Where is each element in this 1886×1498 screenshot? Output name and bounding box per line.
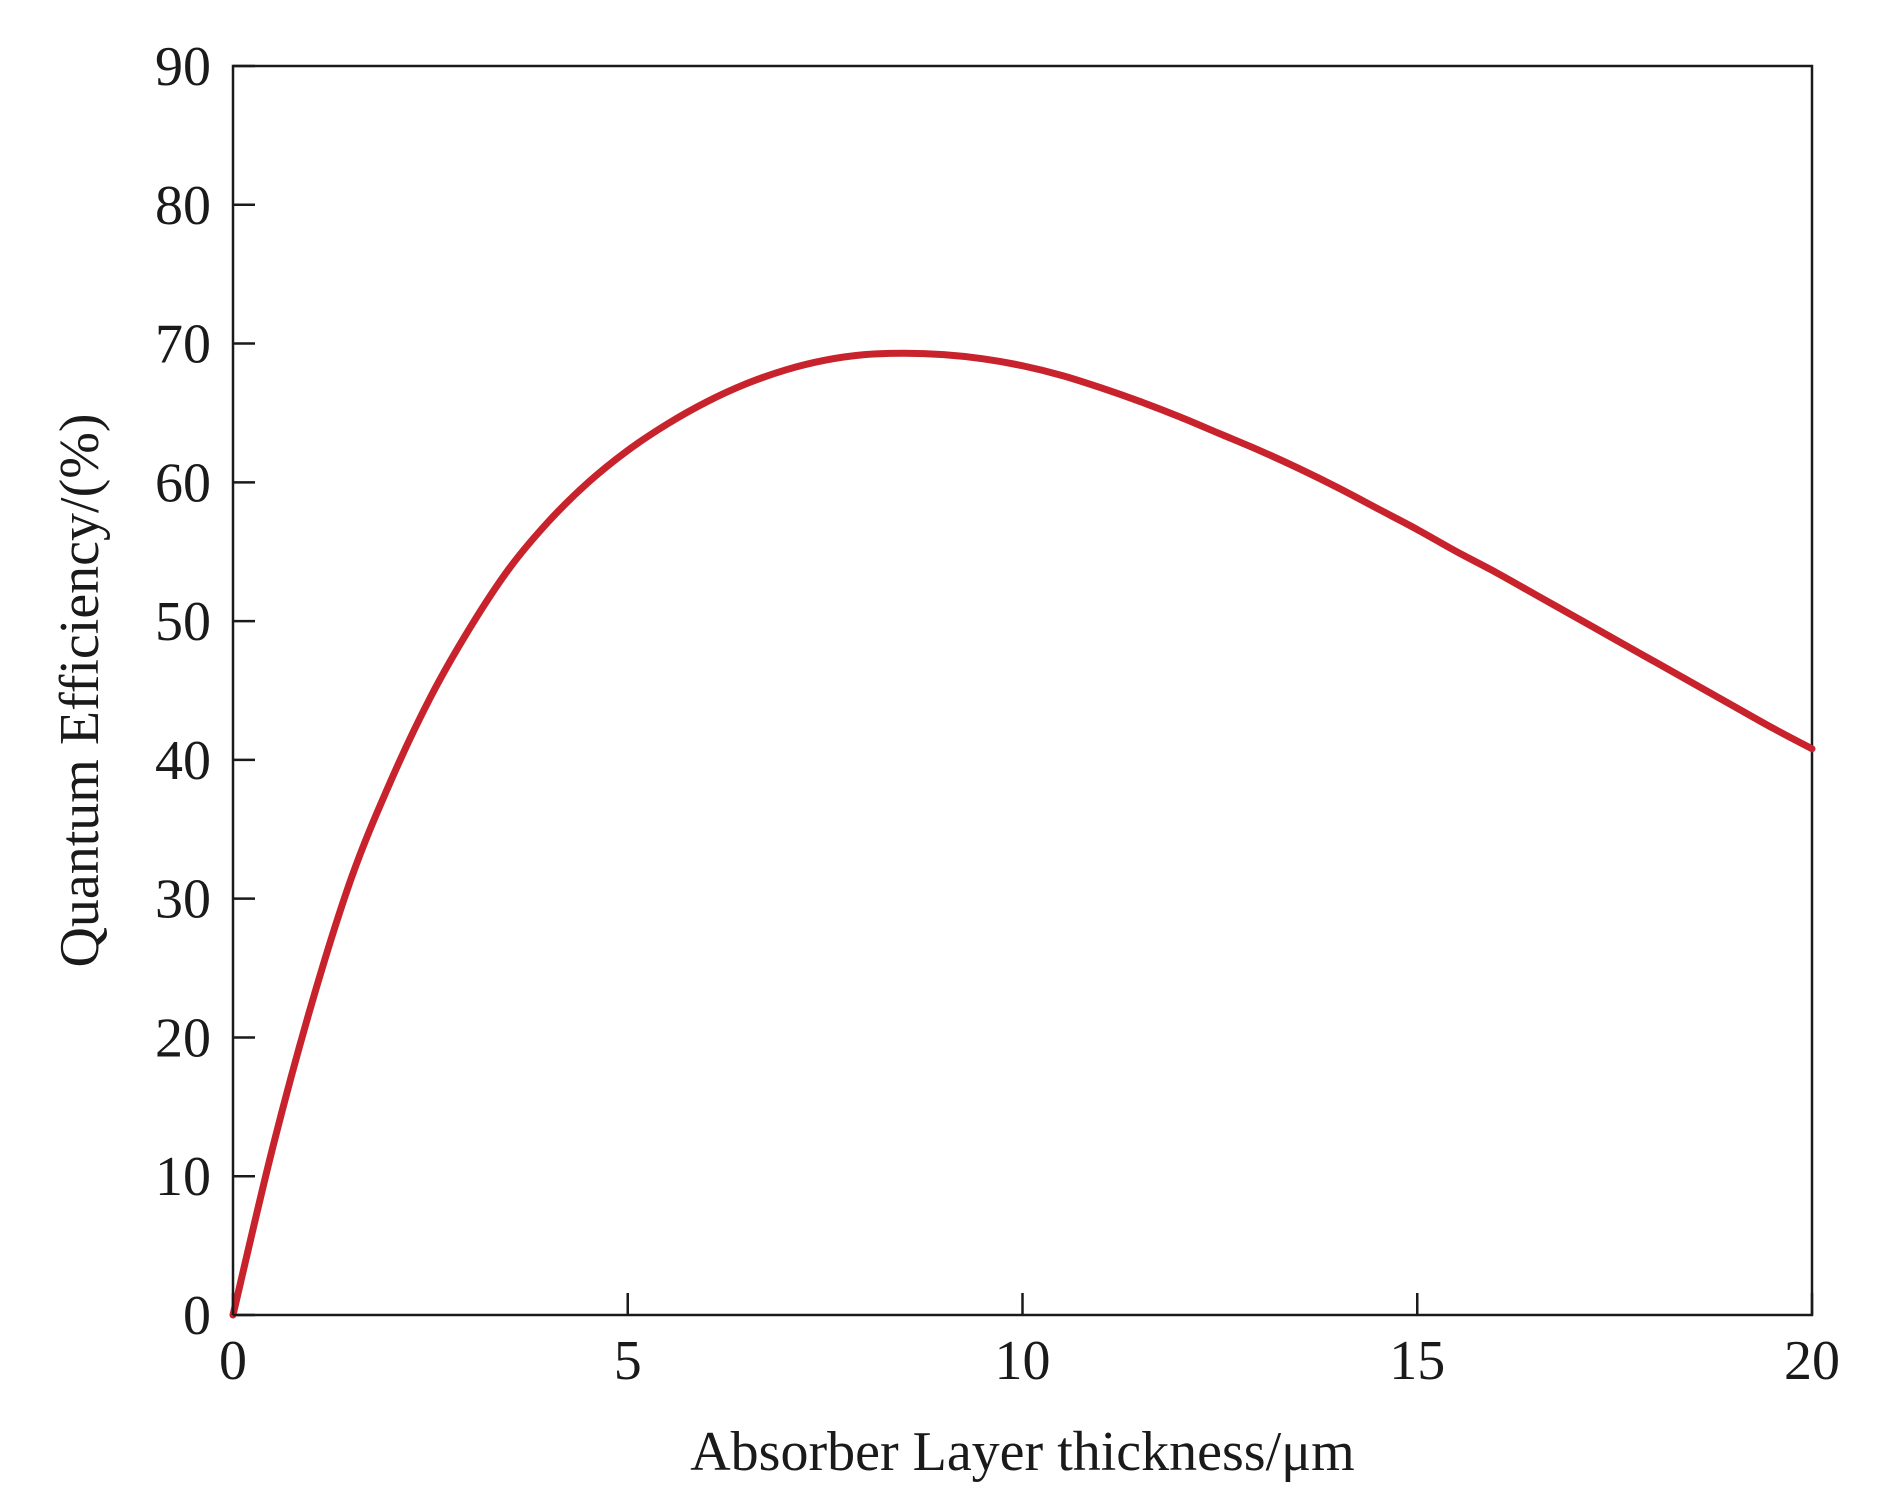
plot-frame <box>231 64 1814 1317</box>
y-tick-label: 70 <box>155 314 211 376</box>
y-axis-title: Quantum Efficiency/(%) <box>49 413 111 967</box>
x-tick-label: 20 <box>1784 1330 1840 1392</box>
tick-labels: 0 5 10 15 20 0 10 20 30 40 50 60 70 80 90 <box>155 36 1840 1392</box>
y-tick-label: 50 <box>155 591 211 653</box>
y-tick-label: 60 <box>155 452 211 514</box>
x-tick-label: 0 <box>219 1330 247 1392</box>
x-tick-label: 15 <box>1389 1330 1445 1392</box>
y-tick-label: 20 <box>155 1007 211 1069</box>
y-tick-label: 90 <box>155 36 211 98</box>
x-tick-label: 10 <box>995 1330 1051 1392</box>
axis-ticks <box>231 64 1814 1317</box>
x-tick-label: 5 <box>614 1330 642 1392</box>
y-tick-label: 80 <box>155 175 211 237</box>
y-tick-label: 10 <box>155 1146 211 1208</box>
y-tick-label: 40 <box>155 730 211 792</box>
y-tick-label: 30 <box>155 869 211 931</box>
series-line-0 <box>229 349 1816 1319</box>
x-axis-title: Absorber Layer thickness/μm <box>690 1421 1355 1483</box>
plot-area <box>229 64 1816 1319</box>
y-tick-label: 0 <box>183 1285 211 1347</box>
